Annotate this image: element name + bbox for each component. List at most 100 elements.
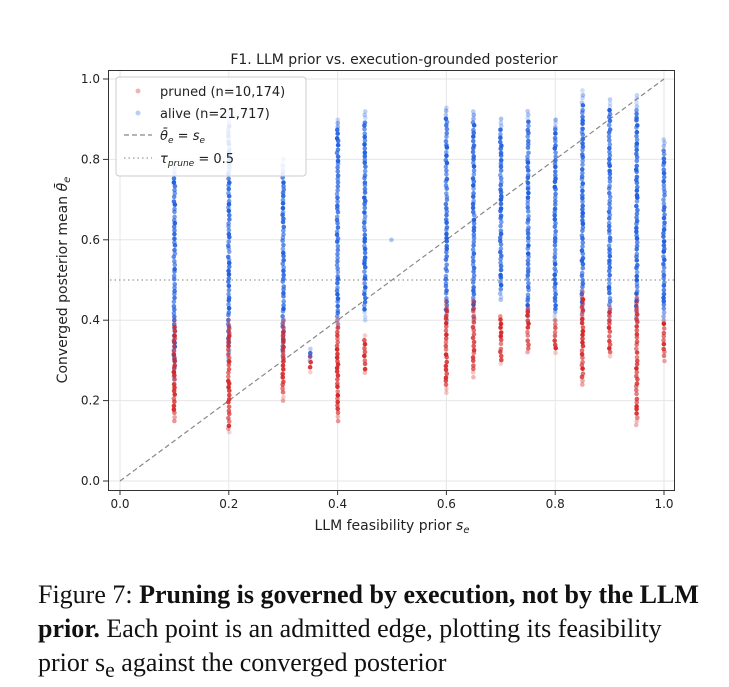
scatter-point bbox=[362, 341, 368, 347]
scatter-point bbox=[281, 180, 286, 185]
scatter-point bbox=[335, 414, 341, 419]
scatter-point bbox=[552, 224, 558, 230]
scatter-point bbox=[362, 307, 367, 312]
scatter-point bbox=[553, 173, 558, 178]
scatter-point bbox=[362, 120, 368, 125]
y-tick-label: 0.4 bbox=[81, 313, 100, 327]
scatter-point bbox=[444, 225, 450, 230]
scatter-point bbox=[525, 209, 531, 214]
scatter-point bbox=[607, 281, 612, 286]
scatter-point bbox=[498, 135, 503, 140]
scatter-point bbox=[335, 124, 341, 130]
scatter-point bbox=[225, 347, 231, 352]
scatter-point bbox=[607, 346, 612, 351]
scatter-point bbox=[362, 303, 367, 308]
scatter-point bbox=[498, 131, 503, 137]
scatter-point bbox=[498, 157, 504, 163]
scatter-point bbox=[470, 160, 476, 166]
scatter-point bbox=[579, 351, 585, 357]
scatter-point bbox=[362, 346, 367, 351]
x-tick-label: 0.4 bbox=[328, 497, 347, 511]
scatter-point bbox=[580, 203, 585, 209]
scatter-point bbox=[552, 169, 558, 174]
caption-rest-tail: against the converged posterior bbox=[114, 648, 447, 677]
scatter-point bbox=[280, 261, 286, 267]
scatter-point bbox=[607, 334, 612, 339]
scatter-point bbox=[579, 270, 585, 276]
scatter-point bbox=[525, 329, 530, 335]
y-tick-label: 0.0 bbox=[81, 474, 100, 488]
scatter-point bbox=[280, 363, 286, 368]
scatter-point bbox=[661, 353, 667, 359]
scatter-point bbox=[580, 114, 585, 120]
scatter-point bbox=[226, 322, 231, 327]
scatter-point bbox=[471, 239, 477, 245]
scatter-point bbox=[362, 285, 368, 290]
scatter-point bbox=[499, 219, 504, 225]
scatter-point bbox=[362, 255, 368, 260]
scatter-point bbox=[580, 136, 586, 142]
scatter-point bbox=[471, 154, 477, 159]
scatter-point bbox=[498, 197, 504, 203]
scatter-point bbox=[526, 225, 531, 230]
scatter-point bbox=[471, 112, 477, 118]
scatter-point bbox=[335, 308, 341, 313]
scatter-point bbox=[525, 251, 531, 256]
scatter-point bbox=[580, 382, 585, 387]
scatter-point bbox=[471, 225, 477, 230]
scatter-point bbox=[362, 288, 367, 294]
scatter-point bbox=[172, 418, 177, 424]
scatter-point bbox=[580, 225, 586, 230]
scatter-point bbox=[171, 180, 177, 185]
scatter-point bbox=[281, 379, 286, 385]
scatter-point bbox=[634, 229, 639, 235]
scatter-point bbox=[662, 192, 667, 198]
scatter-point bbox=[580, 162, 585, 167]
scatter-point bbox=[362, 361, 368, 367]
scatter-point bbox=[444, 359, 450, 365]
scatter-point bbox=[444, 371, 450, 376]
scatter-point bbox=[607, 265, 613, 270]
scatter-point bbox=[661, 291, 667, 297]
scatter-point bbox=[661, 326, 667, 331]
scatter-point bbox=[280, 317, 286, 323]
scatter-point bbox=[281, 187, 287, 192]
scatter-point bbox=[580, 332, 585, 338]
scatter-point bbox=[281, 290, 286, 296]
scatter-point bbox=[525, 154, 530, 160]
scatter-point bbox=[579, 305, 585, 310]
scatter-point bbox=[552, 277, 557, 282]
scatter-point bbox=[172, 266, 177, 272]
scatter-point bbox=[362, 186, 368, 192]
scatter-point bbox=[498, 213, 504, 219]
scatter-point bbox=[335, 266, 340, 271]
scatter-point bbox=[471, 186, 476, 192]
scatter-point bbox=[498, 116, 504, 122]
scatter-point bbox=[552, 239, 558, 244]
scatter-point bbox=[226, 337, 231, 342]
scatter-point bbox=[335, 255, 340, 261]
scatter-point bbox=[634, 277, 640, 283]
legend-threshold-label: τprune = 0.5 bbox=[160, 152, 234, 169]
scatter-point bbox=[335, 333, 340, 338]
scatter-point bbox=[634, 361, 640, 367]
scatter-point bbox=[662, 280, 667, 285]
scatter-point bbox=[634, 123, 640, 128]
scatter-point bbox=[470, 209, 476, 215]
scatter-point bbox=[172, 231, 177, 237]
scatter-point bbox=[498, 201, 504, 207]
scatter-point bbox=[172, 295, 177, 301]
scatter-point bbox=[335, 199, 340, 204]
scatter-point bbox=[580, 210, 586, 216]
scatter-point bbox=[362, 358, 368, 363]
scatter-point bbox=[607, 310, 612, 315]
scatter-point bbox=[661, 298, 667, 304]
scatter-point bbox=[580, 240, 586, 245]
scatter-point bbox=[661, 269, 666, 275]
scatter-point bbox=[661, 318, 667, 323]
scatter-point bbox=[471, 288, 476, 294]
scatter-point bbox=[498, 223, 503, 229]
scatter-point bbox=[661, 318, 666, 323]
scatter-point bbox=[226, 287, 232, 293]
scatter-point bbox=[226, 305, 232, 311]
